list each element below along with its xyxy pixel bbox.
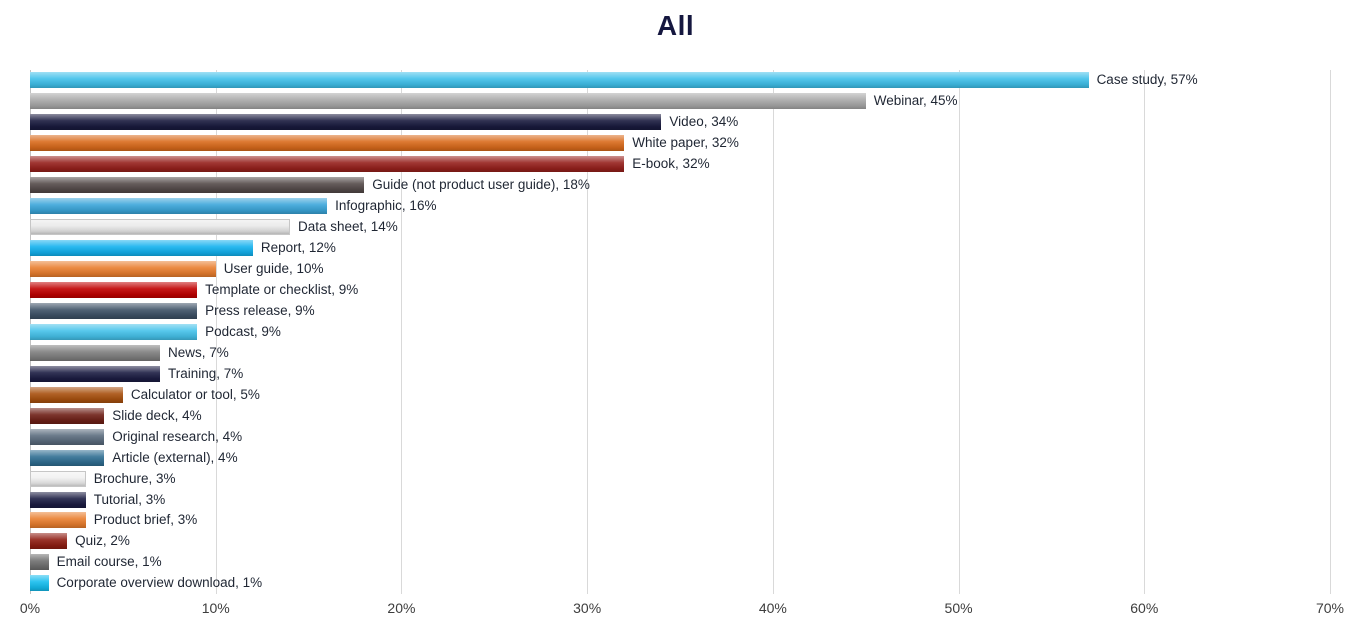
bar bbox=[30, 114, 662, 131]
bar bbox=[30, 261, 216, 278]
gridline bbox=[401, 70, 403, 594]
gridline bbox=[958, 70, 960, 594]
bar-row: Report, 12% bbox=[30, 238, 1330, 259]
bar-row: Guide (not product user guide), 18% bbox=[30, 175, 1330, 196]
chart-title: All bbox=[656, 10, 695, 41]
gridline bbox=[772, 70, 774, 594]
bar-row: Video, 34% bbox=[30, 112, 1330, 133]
bar-row: Template or checklist, 9% bbox=[30, 280, 1330, 301]
bar bbox=[30, 177, 365, 194]
bar bbox=[30, 407, 105, 424]
x-axis-tick-label: 70% bbox=[1315, 600, 1345, 616]
x-axis: 0% 10% 20% 30% 40% 50% 60% 70% bbox=[20, 600, 1344, 620]
bar bbox=[30, 93, 866, 110]
bar bbox=[30, 575, 49, 592]
x-axis-tick-label: 40% bbox=[758, 600, 787, 616]
bar bbox=[30, 240, 253, 257]
bar-label: Tutorial, 3% bbox=[93, 491, 166, 507]
bar bbox=[30, 198, 328, 215]
gridline bbox=[1330, 70, 1331, 594]
bar-label: Report, 12% bbox=[260, 240, 336, 256]
bar-label: Case study, 57% bbox=[1096, 72, 1198, 88]
bar-row: Quiz, 2% bbox=[30, 531, 1330, 552]
x-axis-tick-label: 30% bbox=[573, 600, 602, 616]
bar-row: Podcast, 9% bbox=[30, 321, 1330, 342]
bar-row: Press release, 9% bbox=[30, 300, 1330, 321]
bar-row: Product brief, 3% bbox=[30, 510, 1330, 531]
bar bbox=[30, 344, 160, 361]
bar-row: Webinar, 45% bbox=[30, 91, 1330, 112]
bars: Case study, 57% Webinar, 45% Video, 34% … bbox=[30, 70, 1330, 594]
bar-row: Calculator or tool, 5% bbox=[30, 384, 1330, 405]
gridline bbox=[587, 70, 589, 594]
bar-label: E-book, 32% bbox=[632, 156, 710, 172]
bar bbox=[30, 449, 105, 466]
bar-row: Training, 7% bbox=[30, 363, 1330, 384]
bar-row: Article (external), 4% bbox=[30, 447, 1330, 468]
bar bbox=[30, 323, 198, 340]
bar-label: News, 7% bbox=[168, 344, 229, 360]
bar-label: Training, 7% bbox=[168, 365, 244, 381]
bar-label: User guide, 10% bbox=[223, 261, 324, 277]
bar bbox=[30, 72, 1089, 89]
bar-row: Corporate overview download, 1% bbox=[30, 573, 1330, 594]
x-axis-tick-label: 50% bbox=[944, 600, 973, 616]
bar-label: Infographic, 16% bbox=[335, 198, 437, 214]
bar-row: Slide deck, 4% bbox=[30, 405, 1330, 426]
bar-label: Email course, 1% bbox=[56, 554, 162, 570]
bar-row: Tutorial, 3% bbox=[30, 489, 1330, 510]
bar bbox=[30, 491, 86, 508]
bar-row: User guide, 10% bbox=[30, 259, 1330, 280]
bar-row: Data sheet, 14% bbox=[30, 217, 1330, 238]
x-axis-tick-label: 20% bbox=[387, 600, 416, 616]
bar-label: Slide deck, 4% bbox=[112, 407, 202, 423]
bar bbox=[30, 428, 105, 445]
bar bbox=[30, 512, 86, 529]
bar-label: Guide (not product user guide), 18% bbox=[372, 177, 590, 193]
bar bbox=[30, 219, 290, 236]
bar-label: White paper, 32% bbox=[632, 135, 739, 151]
bar-label: Brochure, 3% bbox=[93, 470, 176, 486]
x-axis-tick-label: 0% bbox=[19, 600, 41, 616]
bar-row: News, 7% bbox=[30, 342, 1330, 363]
gridline bbox=[215, 70, 217, 594]
bar-label: Product brief, 3% bbox=[93, 512, 198, 528]
bar-row: Case study, 57% bbox=[30, 70, 1330, 91]
gridline bbox=[1144, 70, 1146, 594]
bar-row: Original research, 4% bbox=[30, 426, 1330, 447]
bar-label: Press release, 9% bbox=[205, 302, 315, 318]
bar-row: White paper, 32% bbox=[30, 133, 1330, 154]
bar-label: Webinar, 45% bbox=[873, 93, 958, 109]
x-axis-tick-label: 10% bbox=[201, 600, 230, 616]
bar-label: Calculator or tool, 5% bbox=[130, 386, 260, 402]
plot-area: Case study, 57% Webinar, 45% Video, 34% … bbox=[30, 70, 1331, 594]
bar-row: Email course, 1% bbox=[30, 552, 1330, 573]
bar bbox=[30, 386, 123, 403]
bar bbox=[30, 156, 625, 173]
bar bbox=[30, 282, 198, 298]
bar-label: Corporate overview download, 1% bbox=[56, 575, 263, 591]
bar bbox=[30, 554, 49, 571]
bar bbox=[30, 533, 68, 550]
bar bbox=[30, 135, 625, 152]
bar-label: Podcast, 9% bbox=[205, 323, 281, 339]
x-axis-tick-label: 60% bbox=[1130, 600, 1159, 616]
bar-label: Template or checklist, 9% bbox=[205, 282, 359, 297]
bar bbox=[30, 365, 160, 382]
bar bbox=[30, 470, 86, 487]
bar-label: Video, 34% bbox=[669, 114, 739, 130]
bar-row: E-book, 32% bbox=[30, 154, 1330, 175]
bar-label: Original research, 4% bbox=[112, 428, 243, 444]
bar-label: Data sheet, 14% bbox=[298, 219, 398, 235]
bar-label: Article (external), 4% bbox=[112, 449, 238, 465]
bar-row: Brochure, 3% bbox=[30, 468, 1330, 489]
bar-row: Infographic, 16% bbox=[30, 196, 1330, 217]
bar-label: Quiz, 2% bbox=[75, 533, 130, 549]
bar bbox=[30, 302, 198, 319]
